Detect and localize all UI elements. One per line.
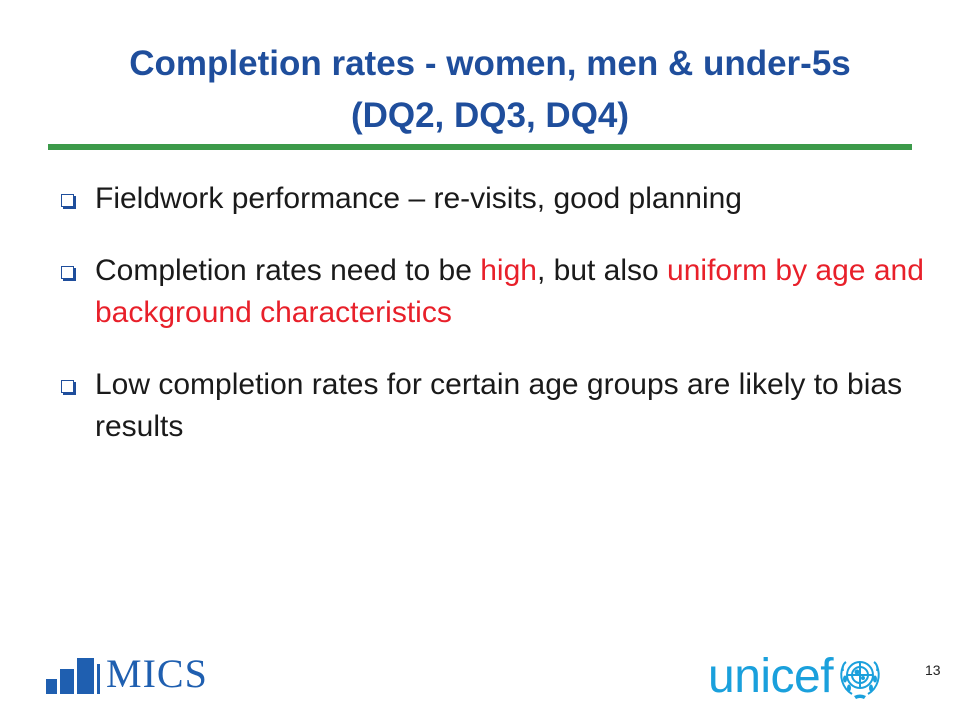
bullet-item-low-completion: Low completion rates for certain age gro…: [58, 364, 938, 448]
slide-title: Completion rates - women, men & under-5s…: [40, 38, 940, 142]
bullet-text: Completion rates need to be: [95, 254, 481, 287]
slide-title-line-2: (DQ2, DQ3, DQ4): [350, 96, 630, 135]
slide-title-line-1: Completion rates - women, men & under-5s: [129, 44, 851, 83]
title-divider: [48, 144, 912, 150]
mics-logo: MICS: [46, 648, 208, 694]
page-number: 13: [925, 662, 941, 678]
unicef-logo-text: unicef: [708, 650, 834, 703]
mics-bars-logo-icon: [46, 658, 100, 694]
unicef-logo: unicef: [708, 652, 885, 702]
bullet-text: Fieldwork performance – re-visits, good …: [95, 182, 742, 215]
bullet-text: Low completion rates for certain age gro…: [95, 368, 903, 443]
mics-logo-text: MICS: [106, 651, 208, 696]
hollow-square-bullet-icon: [61, 380, 74, 393]
bullet-list: Fieldwork performance – re-visits, good …: [58, 178, 938, 478]
bullet-highlight-uniform: uniform by age and background characteri…: [95, 254, 924, 329]
bullet-item-completion-rates: Completion rates need to be high, but al…: [58, 250, 938, 334]
unicef-emblem-icon: [840, 661, 880, 699]
bullet-text: , but also: [536, 254, 668, 287]
hollow-square-bullet-icon: [61, 194, 74, 207]
bullet-item-fieldwork: Fieldwork performance – re-visits, good …: [58, 178, 938, 220]
hollow-square-bullet-icon: [61, 266, 74, 279]
bullet-highlight-high: high: [480, 254, 537, 287]
